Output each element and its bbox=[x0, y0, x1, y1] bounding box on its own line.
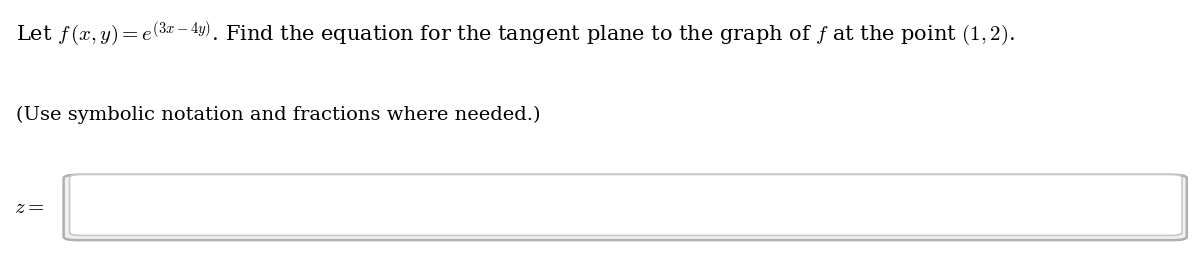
Text: (Use symbolic notation and fractions where needed.): (Use symbolic notation and fractions whe… bbox=[16, 105, 540, 124]
FancyBboxPatch shape bbox=[64, 175, 1187, 240]
FancyBboxPatch shape bbox=[70, 175, 1182, 235]
Text: $z =$: $z =$ bbox=[14, 198, 44, 217]
Text: Let $f\,(x, y) = e^{(3x-4y)}$. Find the equation for the tangent plane to the gr: Let $f\,(x, y) = e^{(3x-4y)}$. Find the … bbox=[16, 19, 1014, 48]
